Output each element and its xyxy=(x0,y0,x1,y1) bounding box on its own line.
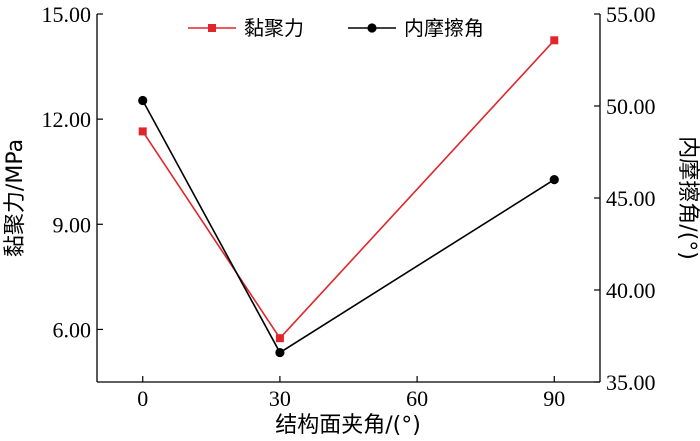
x-tick-label: 30 xyxy=(269,386,291,411)
y-left-tick-label: 6.00 xyxy=(53,317,92,342)
y-right-tick-label: 55.00 xyxy=(606,2,656,27)
series-line-2 xyxy=(142,100,555,354)
legend: 黏聚力 内摩擦角 xyxy=(188,16,484,40)
y-left-tick-label: 15.00 xyxy=(42,2,92,27)
y-right-tick-label: 35.00 xyxy=(606,370,656,395)
data-point-circle xyxy=(138,95,148,106)
series-group xyxy=(138,36,559,358)
x-tick-label: 90 xyxy=(543,386,565,411)
legend-marker-square xyxy=(208,24,216,32)
x-tick-label: 60 xyxy=(406,386,428,411)
legend-label-2: 内摩擦角 xyxy=(404,16,484,40)
data-point-circle xyxy=(275,347,285,358)
ticks: 0 30 60 90 6.00 9.00 12.00 15.00 35.00 40.00 45.00… xyxy=(42,2,656,411)
x-axis-label: 结构面夹角/(°) xyxy=(275,413,421,438)
y-left-tick-label: 12.00 xyxy=(42,107,92,132)
y-axis-left-label: 黏聚力/MPa xyxy=(3,139,28,257)
y-right-tick-label: 45.00 xyxy=(606,186,656,211)
legend-label-1: 黏聚力 xyxy=(244,16,304,40)
y-left-tick-label: 9.00 xyxy=(53,212,92,237)
series-line-1 xyxy=(142,39,555,340)
data-point-circle xyxy=(549,175,559,185)
x-tick-label: 0 xyxy=(137,386,148,411)
data-point-square xyxy=(550,36,559,45)
y-right-tick-label: 40.00 xyxy=(606,278,656,303)
y-right-tick-label: 50.00 xyxy=(606,94,656,119)
y-axis-right-label: 内摩擦角/(°) xyxy=(675,136,700,260)
legend-marker-circle xyxy=(367,23,377,33)
data-point-square xyxy=(138,127,147,136)
data-point-square xyxy=(275,334,284,343)
